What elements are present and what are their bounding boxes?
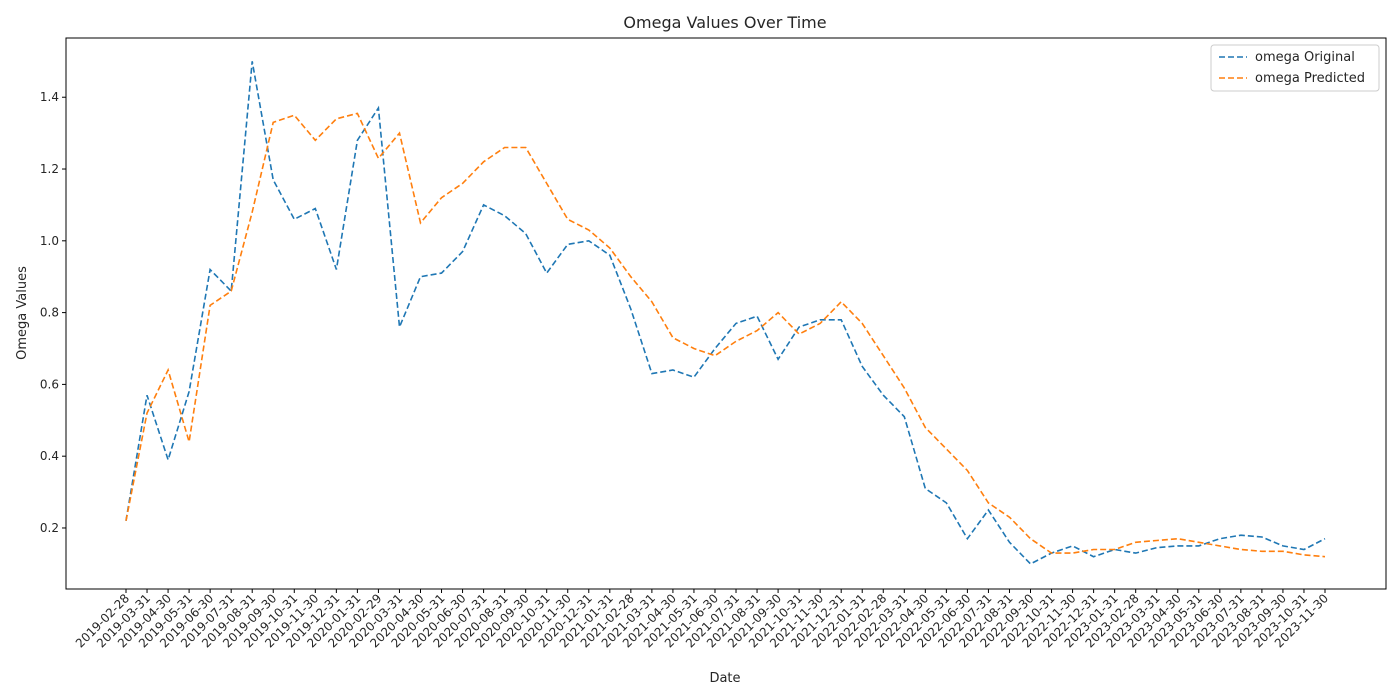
legend: omega Original omega Predicted bbox=[1210, 44, 1380, 92]
y-tick-label: 0.4 bbox=[40, 449, 59, 463]
chart-title: Omega Values Over Time bbox=[623, 13, 826, 32]
series-line-0 bbox=[125, 61, 1326, 565]
x-axis-label: Date bbox=[709, 671, 740, 686]
series-lines bbox=[125, 61, 1326, 565]
y-axis-ticks: 0.2 0.4 0.6 0.8 1.0 1.2 1.4 bbox=[40, 90, 66, 535]
y-tick-label: 1.4 bbox=[40, 90, 59, 104]
plot-area: 0.2 0.4 0.6 0.8 1.0 1.2 1.4 2019-02-282019-03-… bbox=[40, 37, 1387, 650]
series-line-1 bbox=[125, 112, 1326, 558]
y-tick-label: 1.0 bbox=[40, 234, 59, 248]
y-tick-label: 0.2 bbox=[40, 521, 59, 535]
y-tick-label: 0.8 bbox=[40, 306, 59, 320]
y-axis-label: Omega Values bbox=[15, 266, 30, 360]
y-tick-label: 1.2 bbox=[40, 162, 59, 176]
legend-box bbox=[1210, 44, 1380, 92]
y-tick-label: 0.6 bbox=[40, 377, 59, 391]
x-axis-ticks: 2019-02-282019-03-312019-04-302019-05-31… bbox=[73, 589, 1331, 650]
legend-entry: omega Original bbox=[1255, 50, 1355, 65]
plot-frame bbox=[65, 37, 1387, 590]
legend-entry: omega Predicted bbox=[1255, 71, 1365, 86]
